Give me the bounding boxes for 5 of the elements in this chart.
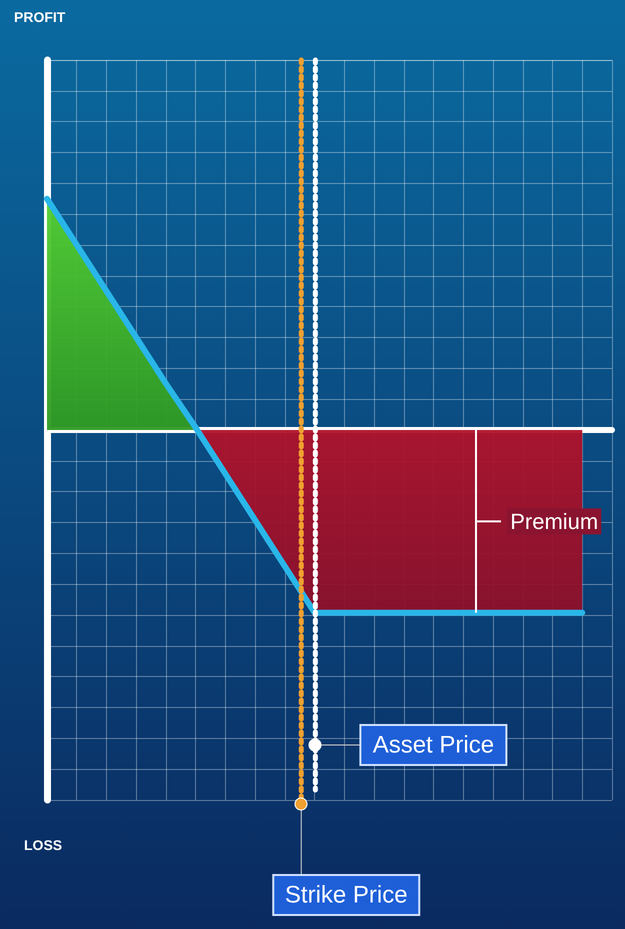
text: PROFIT [14,9,66,25]
annotation: Premium [510,508,598,534]
text: Asset Price [372,732,494,758]
text: LOSS [24,837,62,853]
text: Strike Price [284,882,408,908]
